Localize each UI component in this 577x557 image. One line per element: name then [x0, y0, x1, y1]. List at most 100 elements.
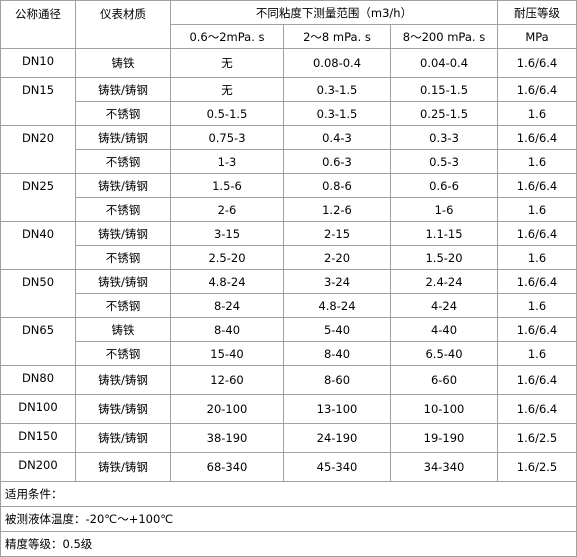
data-cell: 5-40 — [283, 317, 391, 342]
data-cell: 0.4-3 — [283, 125, 391, 150]
data-row: 不锈钢 8-24 4.8-24 4-24 1.6 — [1, 293, 577, 318]
data-cell: 铸铁/铸钢 — [75, 77, 171, 102]
data-cell: 1.6/6.4 — [497, 77, 577, 102]
data-cell: 6.5-40 — [389, 341, 499, 366]
data-cell: 19-190 — [389, 423, 499, 453]
data-row: DN100 铸铁/铸钢 20-100 13-100 10-100 1.6/6.4 — [0, 394, 577, 424]
header-cell: MPa — [497, 24, 577, 49]
data-row: DN150 铸铁/铸钢 38-190 24-190 19-190 1.6/2.5 — [0, 423, 577, 453]
data-cell: 2-20 — [283, 245, 391, 270]
header-cell: 2～8 mPa. s — [283, 24, 391, 49]
note-cell: 精度等级：0.5级 — [0, 531, 577, 557]
data-cell: 铸铁/铸钢 — [75, 221, 171, 246]
size-cell: DN80 — [0, 365, 76, 395]
data-cell: 不锈钢 — [75, 245, 171, 270]
header-cell: 0.6～2mPa. s — [170, 24, 284, 49]
size-cell: DN20 — [0, 125, 76, 174]
data-cell: 1.6/2.5 — [497, 423, 577, 453]
data-cell: 1-6 — [389, 197, 499, 222]
data-cell: 1.6/6.4 — [497, 365, 577, 395]
data-row: DN65 铸铁 8-40 5-40 4-40 1.6/6.4 — [0, 317, 577, 366]
data-cell: 0.3-1.5 — [283, 77, 391, 102]
data-cell: 1.6 — [497, 293, 577, 318]
data-cell: 1.6/6.4 — [497, 221, 577, 246]
data-cell: 4-40 — [389, 317, 499, 342]
data-cell: 1.6/6.4 — [497, 317, 577, 342]
size-cell: DN15 — [0, 77, 76, 126]
data-row: 不锈钢 2-6 1.2-6 1-6 1.6 — [1, 197, 577, 222]
data-cell: 铸铁/铸钢 — [75, 269, 171, 294]
note-cell: 适用条件： — [0, 481, 577, 507]
data-row: DN20 铸铁/铸钢 0.75-3 0.4-3 0.3-3 1.6/6.4 — [0, 125, 577, 174]
data-row: DN40 铸铁/铸钢 3-15 2-15 1.1-15 1.6/6.4 — [0, 221, 577, 270]
data-cell: 1.6 — [497, 197, 577, 222]
size-cell: DN65 — [0, 317, 76, 366]
data-cell: 8-40 — [283, 341, 391, 366]
data-cell: 2-15 — [283, 221, 391, 246]
data-cell: 不锈钢 — [75, 197, 171, 222]
data-cell: 38-190 — [170, 423, 284, 453]
header-cell: 不同粘度下测量范围（m3/h） — [169, 0, 499, 25]
data-cell: 15-40 — [170, 341, 284, 366]
note-cell: 被测液体温度：-20℃～+100℃ — [0, 506, 577, 532]
data-cell: 无 — [170, 48, 284, 78]
data-cell: 1.6/6.4 — [497, 48, 577, 78]
data-cell: 1.2-6 — [283, 197, 391, 222]
data-cell: 0.6-6 — [389, 173, 499, 198]
data-cell: 铸铁/铸钢 — [75, 173, 171, 198]
data-cell: 45-340 — [283, 452, 391, 482]
data-cell: 12-60 — [170, 365, 284, 395]
data-cell: 0.08-0.4 — [283, 48, 391, 78]
data-cell: 无 — [170, 77, 284, 102]
header-cell: 耐压等级 — [497, 0, 577, 25]
data-cell: 8-40 — [170, 317, 284, 342]
data-cell: 13-100 — [283, 394, 391, 424]
note-row: 被测液体温度：-20℃～+100℃ — [0, 506, 577, 532]
data-cell: 0.5-1.5 — [170, 101, 284, 126]
data-cell: 68-340 — [170, 452, 284, 482]
data-cell: 铸铁/铸钢 — [75, 365, 171, 395]
data-cell: 1.5-20 — [389, 245, 499, 270]
data-cell: 不锈钢 — [75, 101, 171, 126]
data-cell: 0.04-0.4 — [389, 48, 499, 78]
data-cell: 1.6 — [497, 101, 577, 126]
data-cell: 不锈钢 — [75, 341, 171, 366]
data-cell: 2-6 — [170, 197, 284, 222]
size-cell: DN50 — [0, 269, 76, 318]
data-cell: 1.6/2.5 — [497, 452, 577, 482]
data-cell: 1.5-6 — [170, 173, 284, 198]
data-cell: 1.6/6.4 — [497, 394, 577, 424]
data-cell: 4.8-24 — [170, 269, 284, 294]
data-cell: 0.6-3 — [283, 149, 391, 174]
data-cell: 20-100 — [170, 394, 284, 424]
data-cell: 4-24 — [389, 293, 499, 318]
data-cell: 2.5-20 — [170, 245, 284, 270]
data-cell: 6-60 — [389, 365, 499, 395]
data-row: DN10 铸铁无 0.08-0.4 0.04-0.4 1.6/6.4 — [0, 48, 577, 78]
size-cell: DN10 — [0, 48, 76, 78]
size-cell: DN150 — [0, 423, 76, 453]
data-row: DN15 铸铁/铸钢无 0.3-1.5 0.15-1.5 1.6/6.4 — [0, 77, 577, 126]
size-cell: DN200 — [0, 452, 76, 482]
data-cell: 不锈钢 — [75, 149, 171, 174]
data-cell: 2.4-24 — [389, 269, 499, 294]
data-cell: 1.6/6.4 — [497, 269, 577, 294]
data-cell: 铸铁 — [75, 48, 171, 78]
data-cell: 0.3-3 — [389, 125, 499, 150]
data-cell: 24-190 — [283, 423, 391, 453]
data-row: DN25 铸铁/铸钢 1.5-6 0.8-6 0.6-6 1.6/6.4 — [0, 173, 577, 222]
data-row: 不锈钢 2.5-20 2-20 1.5-20 1.6 — [1, 245, 577, 270]
data-cell: 铸铁/铸钢 — [75, 423, 171, 453]
note-row: 精度等级：0.5级 — [0, 531, 577, 557]
data-cell: 10-100 — [389, 394, 499, 424]
size-cell: DN25 — [0, 173, 76, 222]
data-row: DN200 铸铁/铸钢 68-340 45-340 34-340 1.6/2.5 — [0, 452, 577, 482]
data-row: 不锈钢 15-40 8-40 6.5-40 1.6 — [1, 341, 577, 366]
data-cell: 8-24 — [170, 293, 284, 318]
header-cell: 仪表材质 — [75, 0, 171, 49]
data-cell: 铸铁/铸钢 — [75, 452, 171, 482]
data-row: 不锈钢 1-3 0.6-3 0.5-3 1.6 — [1, 149, 577, 174]
